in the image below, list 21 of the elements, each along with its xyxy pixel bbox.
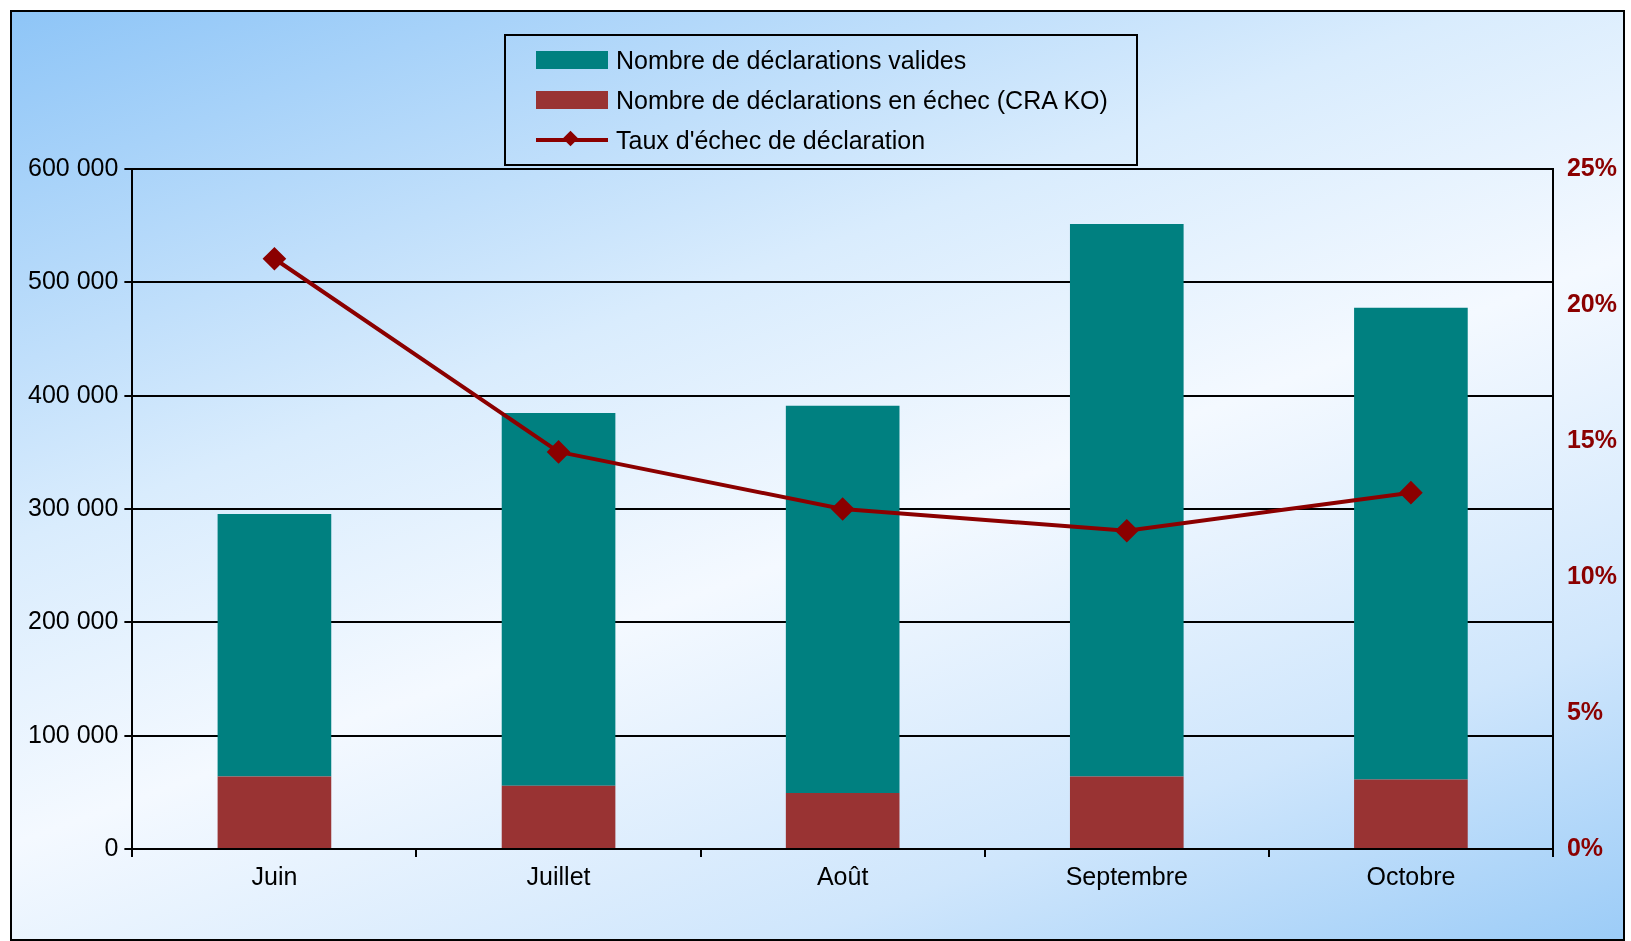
legend-label: Nombre de déclarations valides [616, 45, 967, 76]
x-tick-label: Août [816, 861, 869, 890]
x-tick-label: Octobre [1366, 861, 1456, 890]
x-tick-label: Juin [251, 861, 298, 890]
y2-tick-label: 20% [1566, 288, 1618, 317]
y-tick-label: 400 000 [27, 379, 119, 408]
y2-tick-label: 5% [1566, 696, 1604, 725]
x-tick-label: Septembre [1065, 861, 1188, 890]
y-tick-label: 500 000 [27, 266, 119, 295]
y-tick-label: 200 000 [27, 606, 119, 635]
legend-label: Nombre de déclarations en échec (CRA KO) [616, 85, 1108, 116]
y2-tick-label: 0% [1566, 832, 1604, 861]
y-tick-label: 300 000 [27, 492, 119, 521]
legend-label: Taux d'échec de déclaration [616, 125, 926, 156]
y-tick-label: 600 000 [27, 152, 119, 181]
y-tick-label: 100 000 [27, 719, 119, 748]
x-tick-label: Juillet [526, 861, 591, 890]
y2-tick-label: 25% [1566, 152, 1618, 181]
y2-tick-label: 10% [1566, 560, 1618, 589]
y-tick-label: 0 [104, 832, 119, 861]
y2-tick-label: 15% [1566, 424, 1618, 453]
